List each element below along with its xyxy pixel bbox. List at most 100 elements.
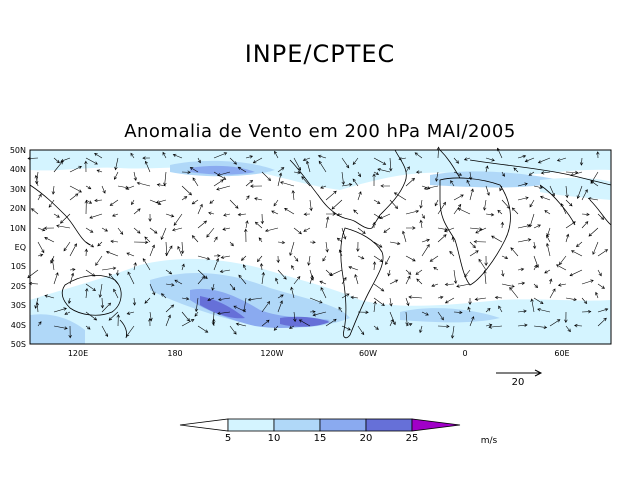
wind-arrow <box>405 323 413 327</box>
wind-arrow <box>277 294 284 299</box>
wind-arrow <box>233 305 247 313</box>
wind-arrow <box>197 157 201 164</box>
wind-arrow <box>463 157 471 161</box>
wind-arrow <box>181 185 192 196</box>
wind-arrow <box>549 288 556 299</box>
wind-arrow <box>85 311 98 321</box>
wind-arrow <box>165 269 173 275</box>
wind-arrow <box>277 172 283 187</box>
colorbar-tick: 20 <box>360 433 373 444</box>
wind-arrow <box>517 224 531 229</box>
wind-arrow <box>488 325 503 329</box>
wind-arrow <box>570 250 583 257</box>
wind-arrow <box>28 281 39 286</box>
wind-arrow <box>565 233 570 243</box>
wind-arrow <box>291 190 295 201</box>
lat-label: 10N <box>10 224 26 233</box>
wind-arrow <box>53 325 68 330</box>
wind-arrow <box>165 314 171 327</box>
wind-arrow <box>556 157 567 162</box>
lon-label: 120E <box>68 349 88 358</box>
outline-europe <box>439 149 612 186</box>
wind-arrow <box>357 191 362 201</box>
wind-arrow <box>389 297 393 307</box>
wind-arrow <box>485 185 490 196</box>
wind-arrow <box>352 157 359 166</box>
wind-arrow <box>421 238 430 243</box>
wind-arrow <box>350 295 359 300</box>
wind-arrow <box>596 151 600 159</box>
map-frame <box>29 149 612 345</box>
wind-arrow <box>341 183 353 187</box>
wind-arrow <box>373 325 379 330</box>
wind-arrow <box>149 227 158 234</box>
wind-arrow <box>172 153 183 159</box>
wind-arrow <box>244 228 248 243</box>
wind-arrow <box>389 318 394 327</box>
wind-arrow <box>309 310 316 314</box>
wind-arrow <box>68 325 72 339</box>
wind-arrow <box>436 146 441 159</box>
wind-arrow <box>165 213 175 218</box>
wind-arrow <box>517 309 527 313</box>
wind-arrow <box>250 184 263 188</box>
wind-arrow <box>372 261 377 271</box>
wind-arrow <box>108 311 119 321</box>
wind-arrow <box>338 306 343 313</box>
wind-arrow <box>485 323 493 327</box>
wind-arrow <box>484 255 488 266</box>
wind-arrow <box>530 298 535 313</box>
wind-arrow <box>289 325 295 329</box>
colorbar-segment <box>319 418 367 432</box>
outline-north-america <box>289 149 407 229</box>
wind-arrow <box>35 171 39 185</box>
wind-arrow <box>100 297 105 309</box>
wind-arrow <box>229 241 234 247</box>
wind-arrow <box>293 227 302 235</box>
wind-arrow <box>597 317 607 327</box>
wind-arrow <box>277 167 285 173</box>
wind-arrow <box>309 297 323 304</box>
wind-arrow <box>500 221 505 229</box>
wind-arrow <box>357 171 361 178</box>
wind-arrow <box>237 212 247 217</box>
wind-arrow <box>192 177 199 187</box>
wind-arrow <box>421 244 430 257</box>
wind-arrow <box>191 199 199 205</box>
wind-arrow <box>419 219 423 229</box>
wind-arrow <box>453 194 464 201</box>
wind-arrow <box>213 258 220 271</box>
wind-arrow <box>85 157 98 165</box>
wind-arrow <box>216 185 231 191</box>
wind-arrow <box>565 185 569 199</box>
wind-arrow <box>213 152 228 159</box>
wind-arrow <box>69 193 79 201</box>
wind-arrow <box>31 208 39 215</box>
wind-arrow <box>209 199 215 204</box>
wind-arrow <box>356 241 360 252</box>
wind-arrow <box>373 199 381 204</box>
wind-arrow <box>587 197 599 201</box>
wind-arrow <box>475 227 487 234</box>
wind-arrow <box>273 199 279 207</box>
wind-arrow <box>393 192 407 201</box>
wind-arrow <box>533 224 541 229</box>
wind-arrow <box>213 254 221 258</box>
wind-arrow <box>341 157 350 169</box>
wind-arrow <box>160 293 167 299</box>
wind-arrow <box>60 157 71 163</box>
wind-arrow <box>101 325 108 338</box>
wind-arrow <box>464 269 471 278</box>
wind-arrow <box>85 269 96 277</box>
wind-arrow <box>105 250 119 257</box>
wind-arrow <box>126 325 135 337</box>
wind-arrow <box>116 314 120 327</box>
wind-arrow <box>97 241 103 247</box>
wind-arrow <box>293 255 299 262</box>
wind-arrow <box>555 264 567 271</box>
reference-arrowhead <box>534 369 543 377</box>
wind-arrow <box>89 213 103 219</box>
wind-arrow <box>217 297 231 302</box>
wind-arrow <box>319 280 327 285</box>
wind-arrow <box>423 185 439 191</box>
